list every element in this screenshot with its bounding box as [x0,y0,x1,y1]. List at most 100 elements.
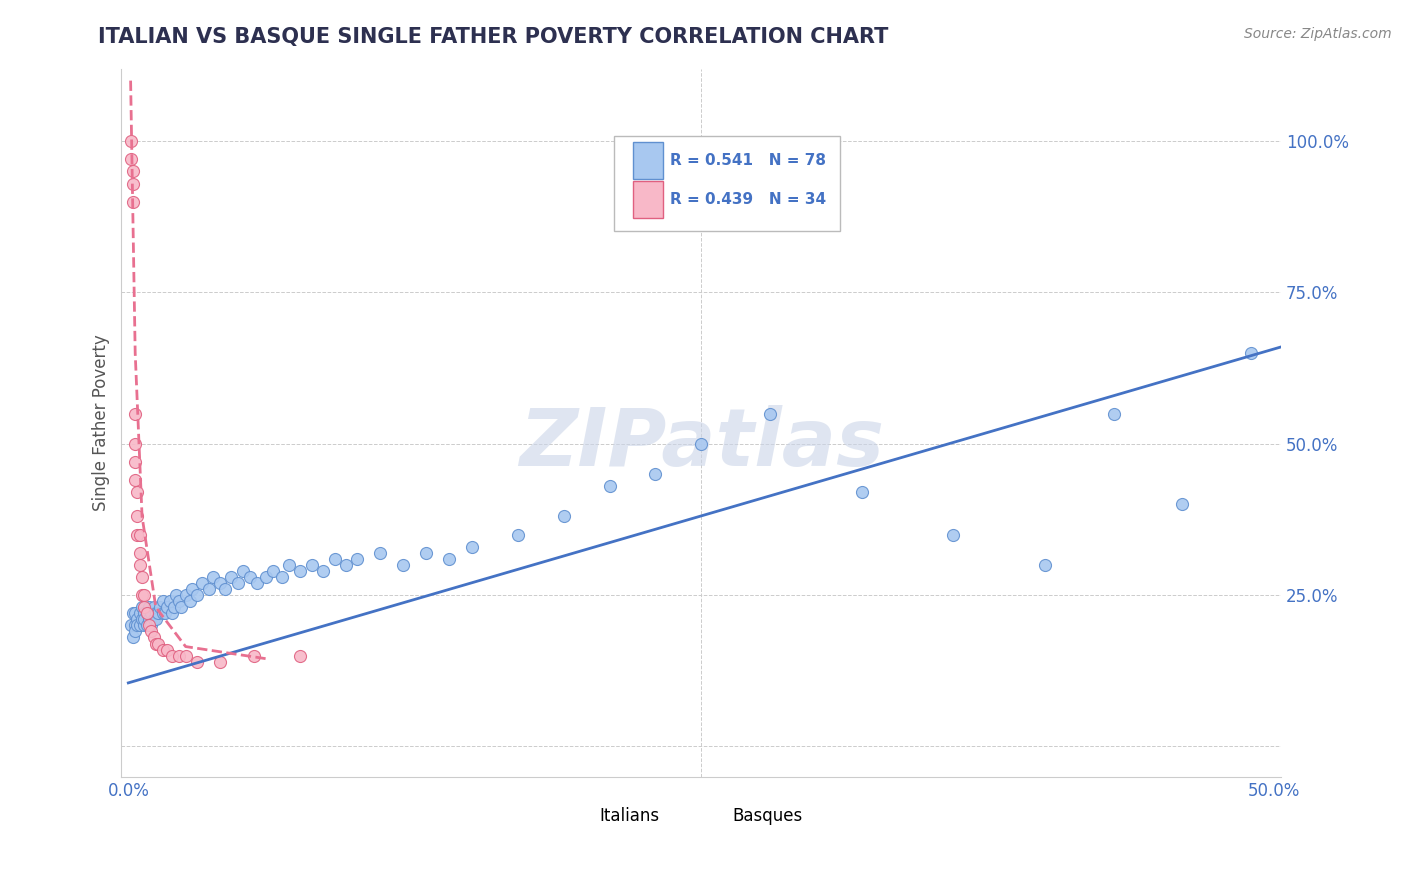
Point [506,527,529,541]
Point [142,600,165,615]
Point [146,636,169,650]
Point [208,655,231,669]
Point [131,570,153,584]
Point [124,607,146,621]
Point [127,485,149,500]
Point [145,636,167,650]
Point [146,607,169,621]
Point [153,607,176,621]
Point [122,164,145,178]
Point [163,600,186,615]
Point [128,527,150,541]
Point [127,612,149,626]
Text: R = 0.541   N = 78: R = 0.541 N = 78 [669,153,825,168]
Point [290,564,312,578]
Point [301,558,323,572]
Text: ITALIAN VS BASQUE SINGLE FATHER POVERTY CORRELATION CHART: ITALIAN VS BASQUE SINGLE FATHER POVERTY … [98,27,889,46]
Point [152,642,174,657]
Point [246,576,269,591]
Point [165,588,187,602]
Point [208,576,231,591]
FancyBboxPatch shape [633,181,664,218]
Point [128,607,150,621]
Point [1171,497,1194,511]
Point [167,594,190,608]
Point [243,648,266,663]
Point [221,570,243,584]
Point [415,546,437,560]
Point [214,582,236,596]
Point [122,631,145,645]
Point [262,564,284,578]
Point [1240,346,1263,360]
Point [270,570,292,584]
Point [135,618,157,632]
Point [145,607,167,621]
Point [138,600,160,615]
Point [138,612,160,626]
Point [437,551,460,566]
Point [170,600,193,615]
Point [174,588,197,602]
Point [553,509,575,524]
Point [131,612,153,626]
Point [851,485,873,500]
Point [346,551,368,566]
Point [186,588,208,602]
Point [186,655,208,669]
Point [128,618,150,632]
Point [131,588,153,602]
Point [159,594,181,608]
Point [122,177,145,191]
Point [134,612,156,626]
Point [370,546,392,560]
Point [254,570,277,584]
Point [197,582,219,596]
Point [138,618,160,632]
FancyBboxPatch shape [614,136,841,231]
Point [124,437,146,451]
Point [142,612,165,626]
Y-axis label: Single Father Poverty: Single Father Poverty [93,334,110,511]
Point [120,134,142,148]
Point [149,600,172,615]
Point [190,576,212,591]
Point [759,407,782,421]
Point [134,607,156,621]
Point [461,540,484,554]
Point [135,607,157,621]
Point [599,479,621,493]
Point [120,618,142,632]
Point [942,527,965,541]
Point [134,618,156,632]
Point [152,607,174,621]
Point [145,612,167,626]
Point [131,600,153,615]
Point [156,600,179,615]
Point [160,607,183,621]
FancyBboxPatch shape [633,142,664,179]
Text: Basques: Basques [733,806,803,824]
Point [142,631,165,645]
Point [124,407,146,421]
Point [127,527,149,541]
Point [1102,407,1125,421]
Point [124,624,146,639]
Point [239,570,262,584]
Point [312,564,335,578]
Point [127,618,149,632]
Point [202,570,225,584]
Point [174,648,197,663]
Point [135,607,157,621]
Point [141,607,163,621]
Point [179,594,201,608]
Point [644,467,666,481]
Point [124,473,146,487]
Point [277,558,299,572]
Point [128,558,150,572]
Point [122,194,145,209]
Point [290,648,312,663]
Point [128,546,150,560]
Point [226,576,249,591]
Point [335,558,357,572]
